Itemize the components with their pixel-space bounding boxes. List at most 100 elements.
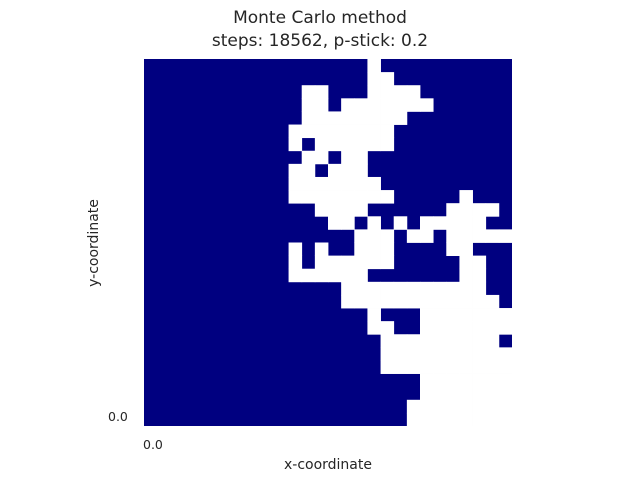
occupied-cell <box>472 321 487 335</box>
occupied-cell <box>459 268 473 283</box>
occupied-cell <box>341 124 355 139</box>
occupied-cell <box>446 216 460 230</box>
occupied-cell <box>314 268 329 283</box>
occupied-cell <box>433 347 447 361</box>
occupied-cell <box>367 190 381 204</box>
occupied-cell <box>354 124 368 139</box>
occupied-cell <box>498 308 513 322</box>
occupied-cell <box>472 294 487 309</box>
occupied-cell <box>314 85 329 99</box>
occupied-cell <box>380 72 395 86</box>
occupied-cell <box>485 334 500 348</box>
occupied-cell <box>341 98 355 112</box>
occupied-cell <box>380 255 395 270</box>
occupied-cell <box>446 308 460 322</box>
occupied-cell <box>367 72 381 86</box>
occupied-cell <box>406 399 421 414</box>
occupied-cell <box>367 255 381 270</box>
occupied-cell <box>420 373 434 388</box>
occupied-cell <box>485 294 500 309</box>
occupied-cell <box>446 360 460 374</box>
occupied-cell <box>301 190 316 204</box>
occupied-cell <box>472 386 487 401</box>
occupied-cell <box>485 321 500 335</box>
x-tick-label: 0.0 <box>143 437 163 452</box>
occupied-cell <box>380 294 395 309</box>
occupied-cell <box>341 294 355 309</box>
occupied-cell <box>446 229 460 243</box>
occupied-cell <box>341 281 355 296</box>
occupied-cell <box>314 255 329 270</box>
occupied-cell <box>380 334 395 348</box>
x-axis-label: x-coordinate <box>283 457 372 473</box>
occupied-cell <box>288 268 303 283</box>
occupied-cell <box>498 360 513 374</box>
occupied-cell <box>341 268 355 283</box>
occupied-cell <box>446 321 460 335</box>
occupied-cell <box>354 268 368 283</box>
occupied-cell <box>393 111 408 125</box>
occupied-cell <box>301 176 316 191</box>
occupied-cell <box>328 111 342 125</box>
occupied-cell <box>446 386 460 401</box>
occupied-cell <box>498 412 513 427</box>
occupied-cell <box>433 216 447 230</box>
occupied-cell <box>406 85 421 99</box>
occupied-cell <box>472 281 487 296</box>
occupied-cell <box>446 334 460 348</box>
occupied-cell <box>367 216 381 230</box>
occupied-cell <box>433 412 447 427</box>
occupied-cell <box>485 347 500 361</box>
occupied-cell <box>328 190 342 204</box>
occupied-cell <box>472 347 487 361</box>
occupied-cell <box>472 308 487 322</box>
occupied-cell <box>485 308 500 322</box>
occupied-cell <box>446 242 460 257</box>
occupied-cell <box>314 203 329 217</box>
occupied-cell <box>459 399 473 414</box>
occupied-cell <box>485 412 500 427</box>
occupied-cell <box>472 399 487 414</box>
occupied-cell <box>393 85 408 99</box>
occupied-cell <box>393 347 408 361</box>
occupied-cell <box>367 124 381 139</box>
occupied-cell <box>380 360 395 374</box>
occupied-cell <box>328 255 342 270</box>
chart-title-line2: steps: 18562, p-stick: 0.2 <box>211 31 429 51</box>
occupied-cell <box>367 59 381 73</box>
occupied-cell <box>433 321 447 335</box>
occupied-cell <box>354 255 368 270</box>
occupied-cell <box>420 294 434 309</box>
occupied-cell <box>380 321 395 335</box>
occupied-cell <box>328 137 342 152</box>
occupied-cell <box>459 229 473 243</box>
occupied-cell <box>393 216 408 230</box>
occupied-cell <box>406 294 421 309</box>
occupied-cell <box>472 412 487 427</box>
occupied-cell <box>341 137 355 152</box>
occupied-cell <box>485 373 500 388</box>
occupied-cell <box>288 242 303 257</box>
occupied-cell <box>420 98 434 112</box>
occupied-cell <box>433 308 447 322</box>
occupied-cell <box>406 229 421 243</box>
occupied-cell <box>433 360 447 374</box>
occupied-cell <box>485 399 500 414</box>
occupied-cell <box>393 334 408 348</box>
occupied-cell <box>472 334 487 348</box>
occupied-cell <box>420 412 434 427</box>
occupied-cell <box>288 255 303 270</box>
occupied-cell <box>288 163 303 178</box>
occupied-cell <box>380 190 395 204</box>
occupied-cell <box>301 150 316 165</box>
occupied-cell <box>341 216 355 230</box>
occupied-cell <box>314 124 329 139</box>
occupied-cell <box>301 98 316 112</box>
occupied-cell <box>485 203 500 217</box>
occupied-cell <box>498 373 513 388</box>
occupied-cell <box>341 255 355 270</box>
occupied-cell <box>406 412 421 427</box>
occupied-cell <box>354 163 368 178</box>
occupied-cell <box>498 229 513 243</box>
